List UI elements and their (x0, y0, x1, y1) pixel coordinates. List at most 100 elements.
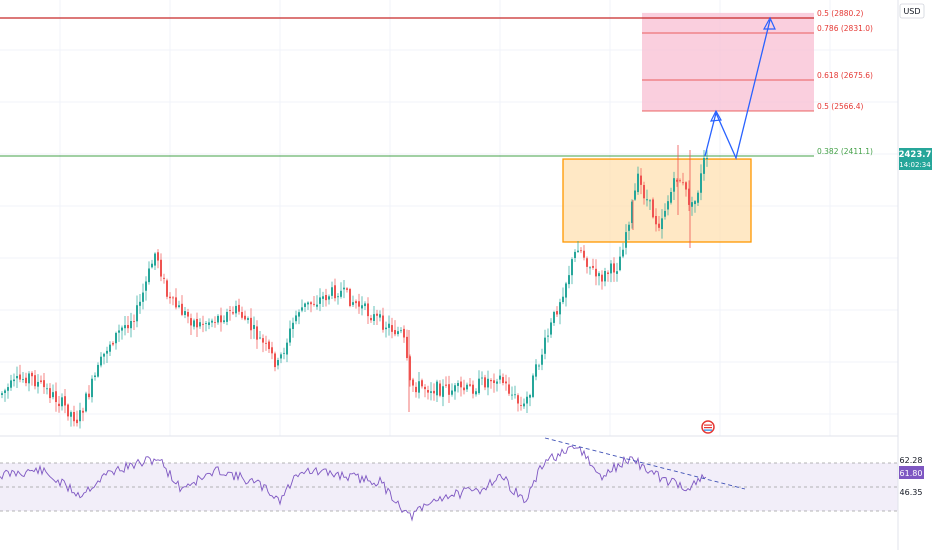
candle-body (631, 201, 633, 224)
candle-body (694, 201, 696, 205)
candle-body (76, 419, 78, 424)
candle-body (280, 354, 282, 359)
candle-body (634, 190, 636, 200)
candle-body (241, 312, 243, 318)
candle-body (463, 387, 465, 391)
candle-body (346, 288, 348, 290)
fib-label: 0.618 (2675.6) (817, 71, 873, 80)
rsi-level-lower-label: 46.35 (900, 488, 923, 497)
candle-body (232, 312, 234, 314)
candle-body (655, 215, 657, 225)
candle-body (580, 250, 582, 252)
candle-body (124, 325, 126, 329)
candle-body (619, 256, 621, 271)
candle-body (556, 311, 558, 315)
candle-body (481, 377, 483, 379)
candle-body (649, 200, 651, 202)
candle-body (40, 380, 42, 382)
candle-body (394, 330, 396, 335)
candle-body (517, 395, 519, 404)
candle-body (472, 384, 474, 394)
candle-body (670, 192, 672, 203)
candle-body (169, 296, 171, 299)
candle-body (217, 315, 219, 323)
candle-body (121, 327, 123, 331)
candle-body (562, 296, 564, 303)
candle-body (142, 292, 144, 302)
candle-body (100, 356, 102, 366)
price-countdown: 14:02:34 (899, 161, 931, 169)
candle-body (595, 268, 597, 277)
candle-body (130, 321, 132, 329)
candle-body (400, 330, 402, 332)
candle-body (538, 365, 540, 367)
candle-body (379, 314, 381, 318)
candle-body (505, 381, 507, 384)
candle-body (157, 252, 159, 261)
candle-body (67, 404, 69, 417)
candle-body (466, 384, 468, 390)
candle-body (88, 393, 90, 398)
candle-body (691, 202, 693, 207)
candle-body (178, 305, 180, 308)
currency-badge[interactable] (899, 3, 925, 19)
candle-body (304, 303, 306, 307)
candle-body (397, 331, 399, 335)
candle-body (391, 325, 393, 332)
candle-body (685, 182, 687, 190)
candle-body (598, 273, 600, 277)
candle-body (601, 274, 603, 282)
candle-body (349, 289, 351, 306)
candle-body (211, 320, 213, 323)
fib-label: 0.382 (2411.1) (817, 147, 873, 156)
candle-body (175, 297, 177, 308)
candle-body (373, 314, 375, 321)
candle-body (433, 390, 435, 394)
candle-body (310, 302, 312, 305)
candle-body (652, 199, 654, 218)
candle-body (487, 378, 489, 388)
candle-body (664, 210, 666, 217)
candle-body (151, 263, 153, 268)
candle-body (103, 353, 105, 357)
candle-body (334, 285, 336, 299)
candle-body (160, 259, 162, 277)
rsi-band (0, 463, 898, 511)
candle-body (256, 326, 258, 340)
candle-body (43, 380, 45, 388)
candle-body (412, 379, 414, 386)
candle-body (55, 391, 57, 403)
fib-label: 0.5 (2880.2) (817, 9, 863, 18)
candle-body (547, 335, 549, 337)
candle-body (61, 397, 63, 407)
candle-body (70, 412, 72, 417)
candle-body (427, 389, 429, 393)
candle-body (226, 311, 228, 322)
candle-body (370, 317, 372, 321)
candle-body (190, 318, 192, 326)
candle-body (436, 381, 438, 396)
candle-body (409, 356, 411, 381)
candle-body (271, 347, 273, 354)
rsi-value-badge (899, 466, 924, 479)
candle-body (163, 277, 165, 279)
fib-label: 0.786 (2831.0) (817, 24, 873, 33)
candle-body (661, 218, 663, 230)
candle-body (22, 379, 24, 380)
price-axis[interactable]: USD 2423.7 14:02:34 62.28 61.80 46.35 (897, 0, 932, 550)
candle-body (7, 387, 9, 391)
candle-body (388, 323, 390, 328)
candle-body (340, 290, 342, 297)
candle-body (493, 380, 495, 384)
rsi-value: 61.80 (900, 469, 923, 478)
event-marker[interactable] (701, 420, 715, 434)
candle-body (46, 388, 48, 390)
candle-body (451, 390, 453, 395)
candle-body (145, 281, 147, 291)
candle-body (355, 301, 357, 304)
candle-body (484, 377, 486, 388)
candle-body (277, 360, 279, 366)
candle-body (376, 313, 378, 316)
candle-body (637, 173, 639, 193)
